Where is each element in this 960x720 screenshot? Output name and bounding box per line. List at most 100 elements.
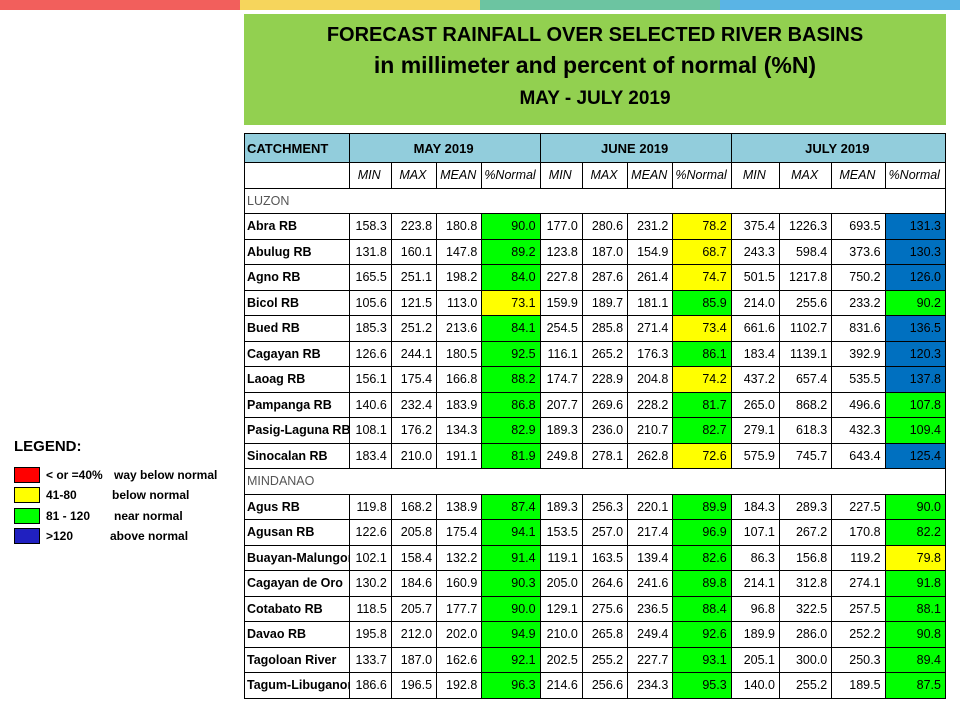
value-cell: 251.2 [390,315,438,342]
value-cell: 265.0 [730,391,780,418]
table-row: Bicol RB 105.6 121.5 113.0 73.1 159.9 189.7 181… [244,289,947,316]
value-cell: 231.2 [627,213,674,240]
value-cell: 432.3 [831,417,886,444]
percent-normal-cell: 90.0 [481,595,541,622]
value-cell: 227.7 [627,646,674,673]
value-cell: 255.6 [778,289,833,316]
value-cell: 154.9 [627,238,674,265]
percent-normal-cell: 130.3 [884,238,947,265]
value-cell: 177.7 [436,595,483,622]
value-cell: 162.6 [436,646,483,673]
column-header-row: MIN MAX MEAN %Normal MIN MAX MEAN %Norma… [244,162,947,189]
percent-normal-cell: 86.8 [481,391,541,418]
value-cell: 236.0 [581,417,629,444]
value-cell: 184.3 [730,493,780,520]
value-cell: 180.5 [436,340,483,367]
basin-name: Pampanga RB [244,391,350,418]
basin-name: Abra RB [244,213,350,240]
legend-range: 41-80 [46,488,77,502]
table-row: Davao RB 195.8 212.0 202.0 94.9 210.0 265.8 249… [244,621,947,648]
percent-normal-cell: 92.5 [481,340,541,367]
value-cell: 139.4 [627,544,674,571]
basin-name: Cotabato RB [244,595,350,622]
top-bar-segment [720,0,960,10]
table-row: Sinocalan RB 183.4 210.0 191.1 81.9 249.8 278.… [244,442,947,469]
value-cell: 158.4 [390,544,438,571]
column-header: MEAN [436,162,483,189]
percent-normal-cell: 92.1 [481,646,541,673]
percent-normal-cell: 95.3 [672,672,732,699]
value-cell: 212.0 [390,621,438,648]
value-cell: 105.6 [348,289,392,316]
table-row: Cagayan de Oro 130.2 184.6 160.9 90.3 205.0 26… [244,570,947,597]
month-header-row: CATCHMENT MAY 2019 JUNE 2019 JULY 2019 [244,133,947,163]
percent-normal-cell: 89.9 [672,493,732,520]
value-cell: 243.3 [730,238,780,265]
value-cell: 269.6 [581,391,629,418]
value-cell: 175.4 [436,519,483,546]
value-cell: 210.0 [390,442,438,469]
value-cell: 134.3 [436,417,483,444]
value-cell: 289.3 [778,493,833,520]
table-row: Laoag RB 156.1 175.4 166.8 88.2 174.7 228.9 204… [244,366,947,393]
rainfall-table: CATCHMENT MAY 2019 JUNE 2019 JULY 2019 M… [244,133,947,699]
value-cell: 234.3 [627,672,674,699]
value-cell: 196.5 [390,672,438,699]
value-cell: 156.8 [778,544,833,571]
percent-normal-cell: 86.1 [672,340,732,367]
value-cell: 177.0 [539,213,583,240]
value-cell: 249.8 [539,442,583,469]
value-cell: 116.1 [539,340,583,367]
month-header: MAY 2019 [348,133,541,163]
value-cell: 123.8 [539,238,583,265]
title-line-3: MAY - JULY 2019 [519,88,671,109]
value-cell: 204.8 [627,366,674,393]
percent-normal-cell: 107.8 [884,391,947,418]
basin-name: Agusan RB [244,519,350,546]
column-header: MEAN [831,162,886,189]
value-cell: 189.5 [831,672,886,699]
percent-normal-cell: 125.4 [884,442,947,469]
region-label: MINDANAO [244,468,946,495]
percent-normal-cell: 109.4 [884,417,947,444]
value-cell: 214.1 [730,570,780,597]
value-cell: 131.8 [348,238,392,265]
value-cell: 184.6 [390,570,438,597]
basin-name: Tagum-Libuganon [244,672,350,699]
percent-normal-cell: 94.1 [481,519,541,546]
table-row: Abra RB 158.3 223.8 180.8 90.0 177.0 280.6 231.… [244,213,947,240]
column-header: %Normal [481,162,541,189]
value-cell: 205.8 [390,519,438,546]
column-header: MIN [539,162,583,189]
value-cell: 189.9 [730,621,780,648]
value-cell: 156.1 [348,366,392,393]
percent-normal-cell: 78.2 [672,213,732,240]
value-cell: 133.7 [348,646,392,673]
legend-item: >120 above normal [14,527,244,545]
percent-normal-cell: 79.8 [884,544,947,571]
value-cell: 598.4 [778,238,833,265]
value-cell: 392.9 [831,340,886,367]
value-cell: 187.0 [390,646,438,673]
value-cell: 265.8 [581,621,629,648]
percent-normal-cell: 81.9 [481,442,541,469]
value-cell: 275.6 [581,595,629,622]
legend-swatch-green [14,508,40,524]
value-cell: 252.2 [831,621,886,648]
value-cell: 220.1 [627,493,674,520]
value-cell: 132.2 [436,544,483,571]
percent-normal-cell: 74.7 [672,264,732,291]
value-cell: 187.0 [581,238,629,265]
basin-name: Laoag RB [244,366,350,393]
percent-normal-cell: 82.6 [672,544,732,571]
table-row: Agno RB 165.5 251.1 198.2 84.0 227.8 287.6 261.… [244,264,947,291]
value-cell: 285.8 [581,315,629,342]
percent-normal-cell: 96.9 [672,519,732,546]
basin-name: Bicol RB [244,289,350,316]
basin-name: Pasig-Laguna RB [244,417,350,444]
legend-swatch-blue [14,528,40,544]
value-cell: 210.7 [627,417,674,444]
value-cell: 118.5 [348,595,392,622]
value-cell: 180.8 [436,213,483,240]
value-cell: 249.4 [627,621,674,648]
